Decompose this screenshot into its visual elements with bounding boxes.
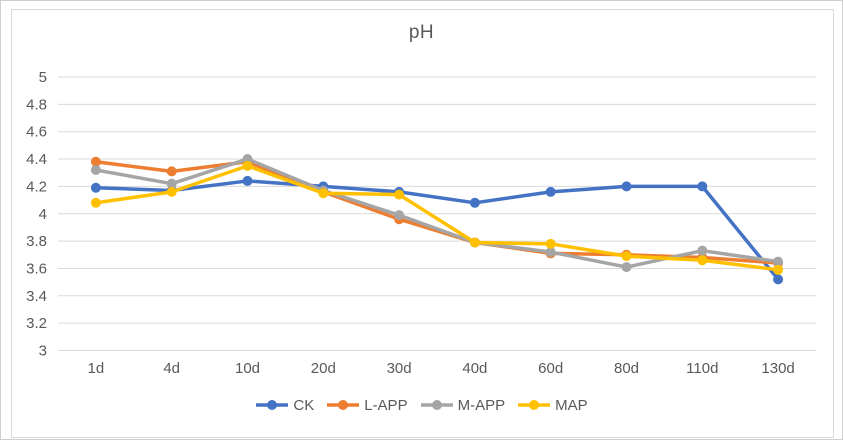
- y-tick-label: 4: [39, 206, 47, 223]
- series-line-CK: [94, 179, 780, 282]
- data-point-L-APP-1d: [90, 156, 101, 167]
- y-tick-label: 3.6: [26, 260, 47, 277]
- data-point-MAP-40d: [469, 237, 480, 248]
- x-tick-label: 40d: [462, 360, 487, 377]
- data-point-M-APP-110d: [697, 245, 708, 256]
- chart-title: pH: [408, 22, 435, 43]
- y-tick-label: 5: [39, 69, 47, 86]
- x-tick-label: 130d: [761, 360, 794, 377]
- legend-item-L-APP: L-APP: [326, 396, 408, 414]
- data-point-MAP-130d: [773, 264, 784, 275]
- x-tick-label: 30d: [387, 360, 412, 377]
- x-tick-label: 20d: [311, 360, 336, 377]
- data-point-M-APP-60d: [545, 247, 556, 258]
- data-point-M-APP-130d: [773, 256, 784, 267]
- y-tick-label: 3.4: [26, 288, 47, 305]
- data-point-MAP-60d: [545, 238, 556, 249]
- data-point-L-APP-4d: [166, 166, 177, 177]
- x-tick-label: 60d: [538, 360, 563, 377]
- legend-item-MAP: MAP: [517, 397, 588, 414]
- y-tick-label: 3.8: [26, 233, 47, 250]
- y-tick-label: 4.8: [26, 96, 47, 113]
- data-point-MAP-4d: [166, 186, 177, 197]
- y-tick-label: 4.4: [26, 151, 47, 168]
- data-point-M-APP-30d: [394, 210, 405, 221]
- data-point-CK-80d: [621, 181, 632, 192]
- legend-label: L-APP: [364, 396, 408, 414]
- data-point-MAP-20d: [318, 188, 329, 199]
- legend-label: M-APP: [457, 396, 506, 414]
- data-point-MAP-30d: [394, 189, 405, 200]
- legend-marker-icon: [518, 400, 551, 410]
- x-tick-label: 1d: [88, 360, 105, 377]
- data-point-CK-110d: [697, 181, 708, 192]
- data-point-CK-40d: [469, 197, 480, 208]
- series-line-L-APP: [94, 160, 780, 265]
- data-point-CK-130d: [773, 274, 784, 285]
- data-point-M-APP-80d: [621, 262, 632, 273]
- x-tick-label: 10d: [235, 360, 260, 377]
- legend-marker-icon: [420, 400, 453, 410]
- data-point-MAP-80d: [621, 251, 632, 262]
- y-tick-label: 3.2: [26, 315, 47, 332]
- legend-item-M-APP: M-APP: [420, 396, 506, 414]
- data-point-M-APP-10d: [242, 154, 253, 165]
- data-point-CK-10d: [242, 175, 253, 186]
- y-tick-label: 3: [39, 343, 47, 360]
- x-tick-label: 110d: [686, 360, 718, 377]
- data-point-MAP-1d: [90, 197, 101, 208]
- y-tick-label: 4.6: [26, 124, 47, 141]
- legend-marker-icon: [256, 400, 289, 410]
- data-point-MAP-10d: [242, 160, 253, 171]
- legend-label: MAP: [555, 396, 588, 414]
- data-point-M-APP-1d: [90, 164, 101, 175]
- data-point-M-APP-4d: [166, 178, 177, 189]
- data-point-MAP-110d: [697, 255, 708, 266]
- y-tick-label: 4.2: [26, 178, 47, 195]
- series-line-MAP: [94, 164, 780, 272]
- x-tick-label: 4d: [163, 360, 180, 377]
- x-tick-label: 80d: [614, 360, 639, 377]
- data-point-CK-60d: [545, 186, 556, 197]
- chart-legend: CK L-APP M-APP MAP: [1, 394, 842, 416]
- legend-marker-icon: [327, 400, 360, 410]
- legend-item-CK: CK: [255, 397, 314, 414]
- data-point-CK-1d: [90, 182, 101, 193]
- series-line-M-APP: [94, 157, 780, 269]
- legend-label: CK: [293, 396, 315, 414]
